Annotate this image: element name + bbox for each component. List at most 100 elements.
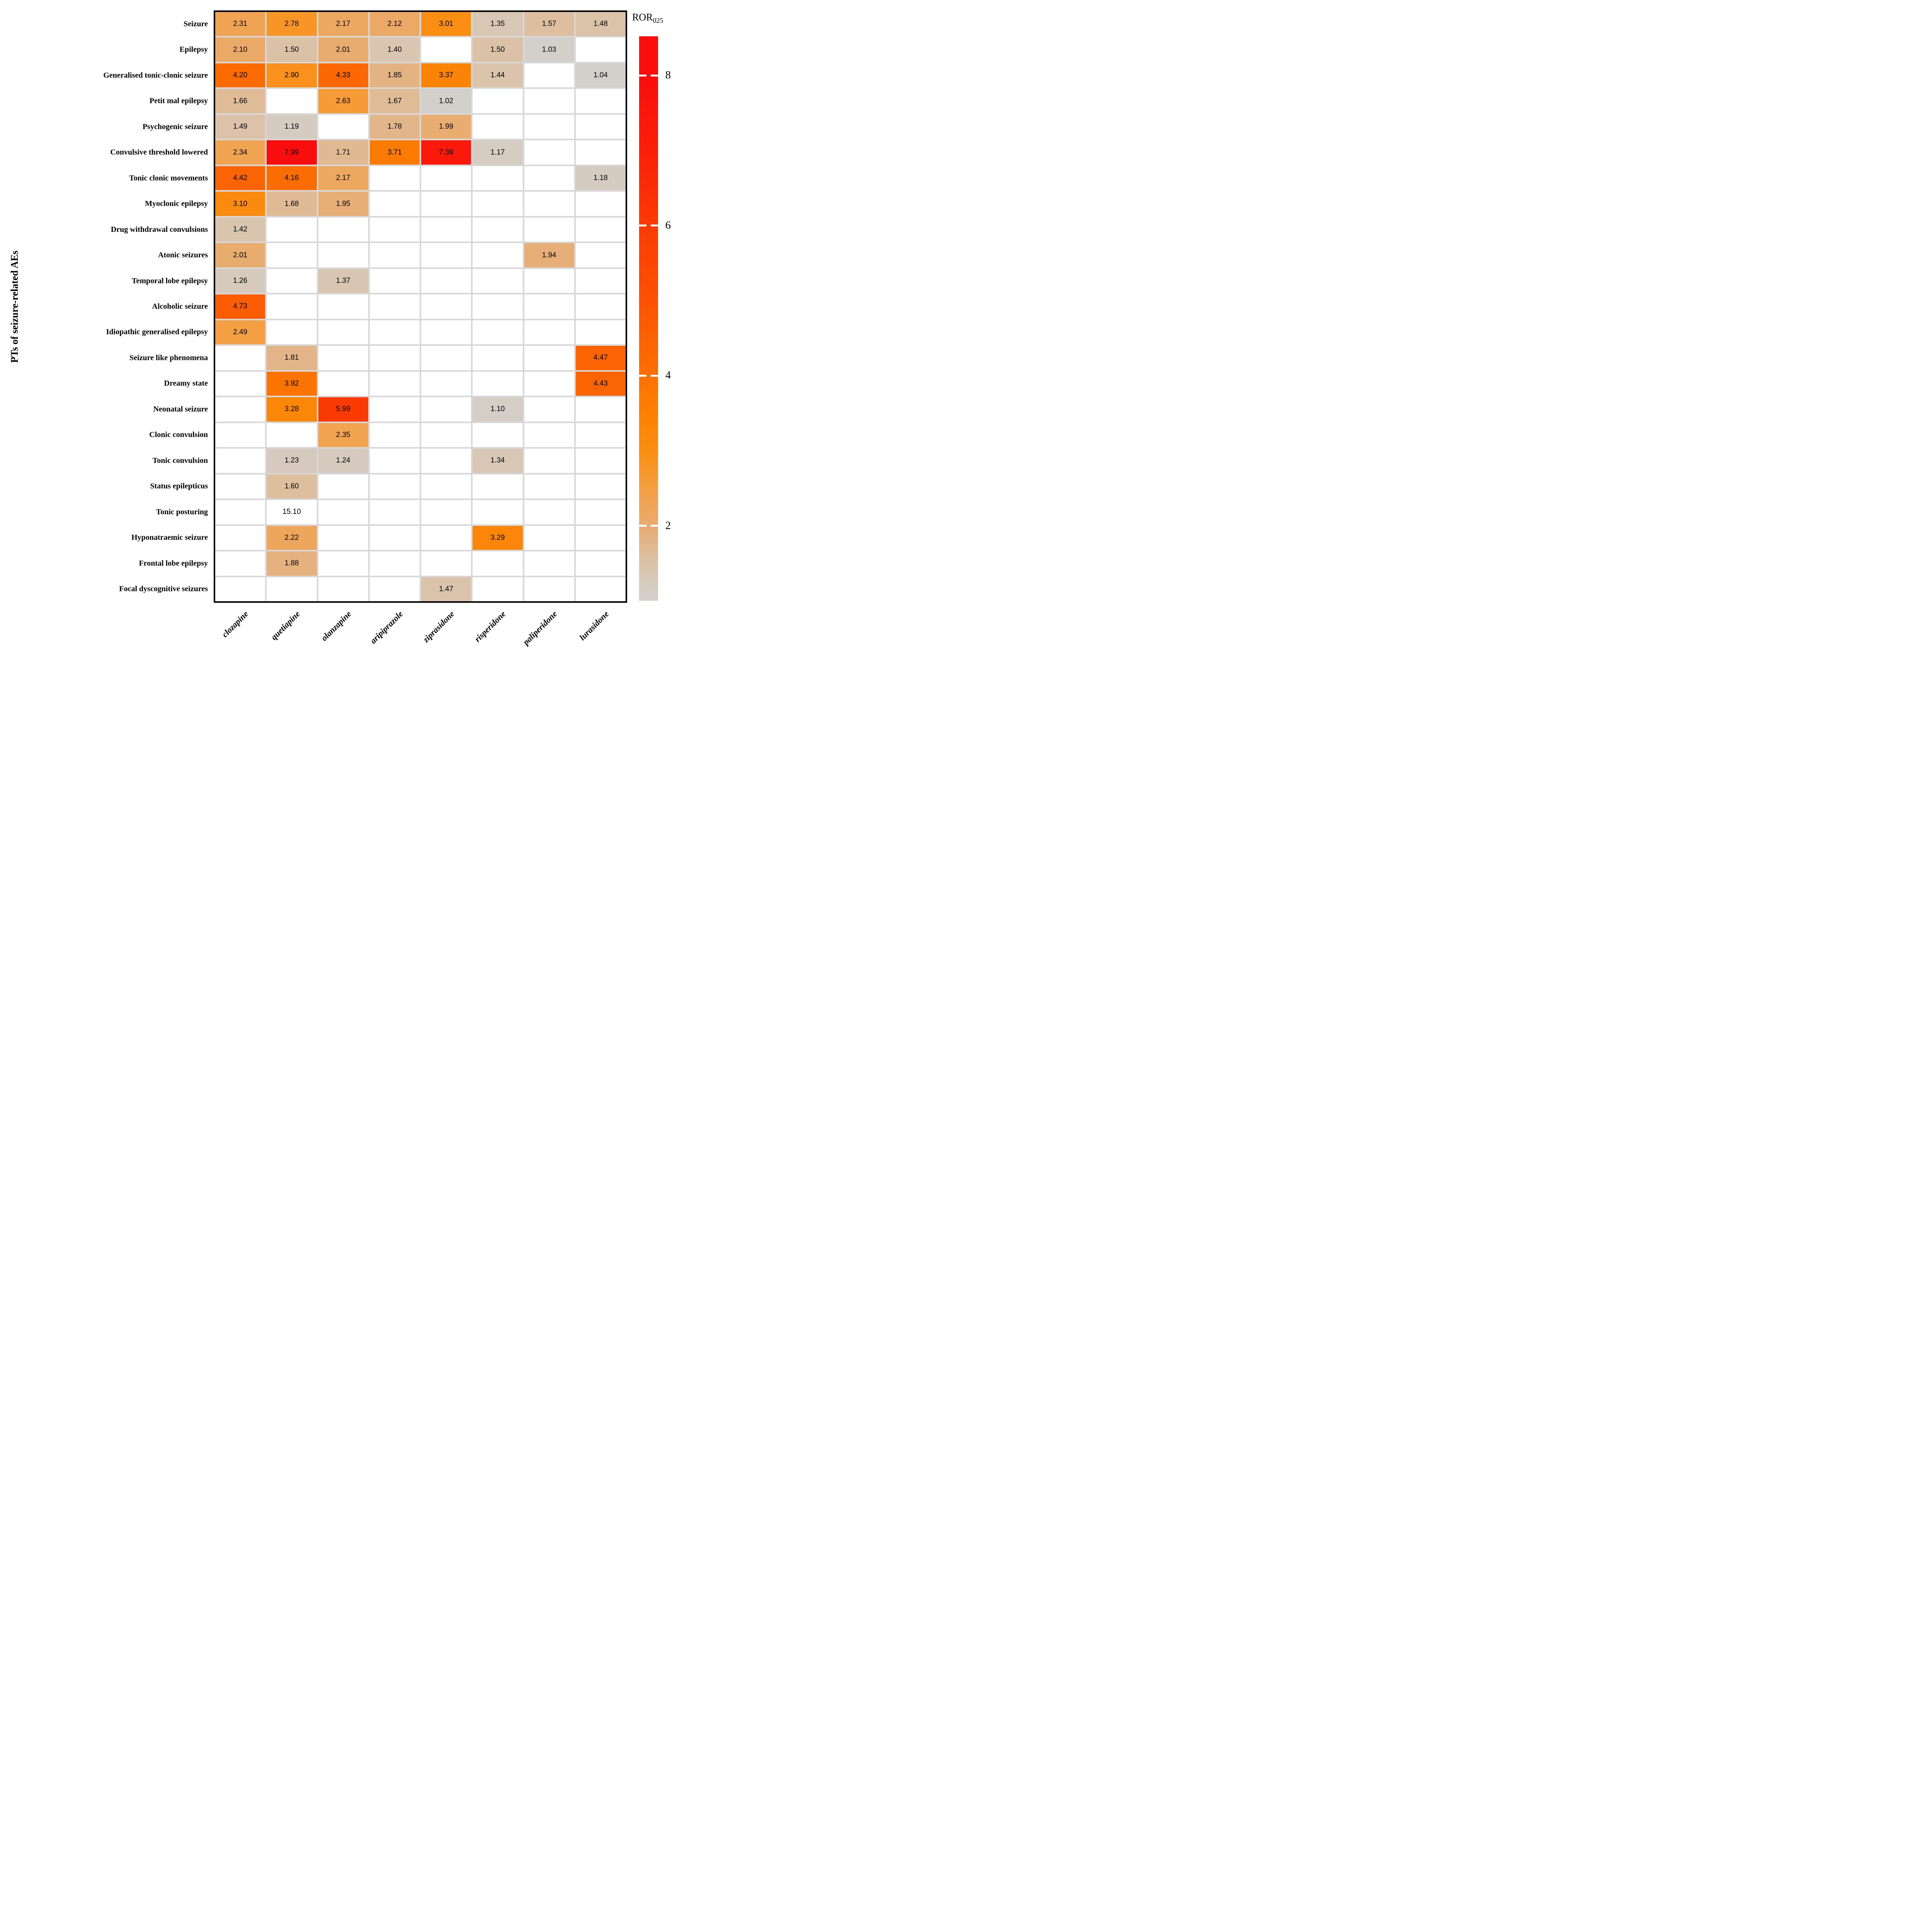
legend-tick-label: 2 [665,519,671,532]
heatmap-cell: 1.04 [575,63,626,88]
heatmap-cell: 1.40 [369,37,420,62]
heatmap-cell [421,500,471,524]
heatmap-cell: 2.63 [318,89,368,113]
heatmap-cell [524,423,574,447]
heatmap-cell [421,371,471,396]
heatmap-cell [267,294,317,319]
heatmap-cell: 1.03 [524,37,574,62]
heatmap-cell: 1.68 [267,192,317,216]
heatmap-cell: 1.42 [215,217,265,242]
heatmap-cell: 4.33 [318,63,368,88]
heatmap-cell [421,346,471,370]
heatmap-cell [524,320,574,345]
heatmap-cell [473,474,523,499]
heatmap-cell: 1.18 [575,166,626,190]
heatmap-cell: 3.92 [267,371,317,396]
heatmap-cell [473,551,523,576]
heatmap-cell [369,577,420,601]
heatmap-cell [575,577,626,601]
heatmap-cell: 1.47 [421,577,471,601]
heatmap-cell [267,89,317,113]
heatmap-cell: 3.01 [421,12,471,36]
heatmap-cell [369,166,420,190]
y-axis-tick-label: Temporal lobe epilepsy [131,276,208,285]
heatmap-cell: 2.49 [215,320,265,345]
heatmap-cell [473,269,523,293]
y-axis-tick-label: Hyponatraemic seizure [131,533,208,542]
heatmap-cell [369,320,420,345]
heatmap-cell: 2.17 [318,12,368,36]
legend-title-main: ROR [632,12,653,23]
heatmap-cell: 3.37 [421,63,471,88]
heatmap-cell [524,474,574,499]
heatmap-cell: 2.78 [267,12,317,36]
heatmap-cell: 1.17 [473,140,523,165]
x-axis-tick-label: quetiapine [269,609,302,642]
heatmap-cell: 1.99 [421,114,471,139]
heatmap-cell: 5.99 [318,397,368,422]
heatmap-cell [318,217,368,242]
heatmap-cell [369,217,420,242]
heatmap-cell [575,423,626,447]
heatmap-cell [575,89,626,113]
heatmap-cell [267,217,317,242]
heatmap-cell [369,551,420,576]
heatmap-cell [421,397,471,422]
heatmap-cell: 1.67 [369,89,420,113]
heatmap-cell: 2.31 [215,12,265,36]
heatmap-cell [318,320,368,345]
legend-tick-dash [639,525,646,527]
heatmap-cell [421,294,471,319]
x-axis-tick-label: ziprasidone [421,609,456,645]
heatmap-cell: 1.71 [318,140,368,165]
heatmap-cell: 1.85 [369,63,420,88]
heatmap-cell [267,423,317,447]
heatmap-cell [473,346,523,370]
heatmap-cell [473,500,523,524]
legend-tick-dash [639,74,646,77]
y-axis-tick-label: Drug withdrawal convulsions [111,225,208,234]
heatmap-cell [215,577,265,601]
heatmap-cell [369,526,420,550]
y-axis-tick-label: Seizure [184,19,208,28]
heatmap-cell [473,294,523,319]
heatmap-cell [473,371,523,396]
heatmap-cell: 1.94 [524,243,574,267]
heatmap-cell [575,37,626,62]
y-axis-tick-label: Alcoholic seizure [152,302,208,311]
heatmap-cell [369,346,420,370]
heatmap-cell [473,320,523,345]
heatmap-cell: 1.60 [267,474,317,499]
heatmap-cell: 1.23 [267,449,317,473]
heatmap-cell [369,371,420,396]
heatmap-cell: 1.48 [575,12,626,36]
heatmap-cell [575,474,626,499]
heatmap-cell: 1.44 [473,63,523,88]
legend-tick-dash [651,374,658,377]
heatmap-cell [575,140,626,165]
heatmap-cell [369,397,420,422]
heatmap-cell [318,551,368,576]
heatmap-cell [318,500,368,524]
heatmap-cell [524,192,574,216]
heatmap-cell: 3.28 [267,397,317,422]
heatmap-cell: 1.26 [215,269,265,293]
heatmap-cell: 4.43 [575,371,626,396]
y-axis-tick-label: Petit mal epilepsy [149,97,208,105]
heatmap-cell [318,474,368,499]
heatmap-cell: 1.19 [267,114,317,139]
y-axis-tick-label: Idiopathic generalised epilepsy [106,328,208,337]
heatmap-cell [575,320,626,345]
heatmap-cell [524,140,574,165]
heatmap-cell: 1.57 [524,12,574,36]
y-axis-tick-label: Dreamy state [164,379,208,388]
heatmap-cell: 1.66 [215,89,265,113]
heatmap-cell [524,166,574,190]
heatmap-cell [369,294,420,319]
heatmap-cell [215,526,265,550]
heatmap-cell [473,89,523,113]
heatmap-cell [473,192,523,216]
heatmap-cell [473,423,523,447]
heatmap-cell [524,294,574,319]
heatmap-cell: 1.50 [473,37,523,62]
